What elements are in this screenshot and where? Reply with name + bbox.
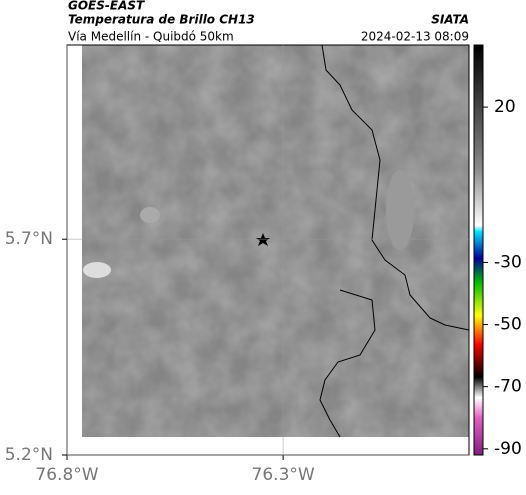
image-texture — [82, 45, 469, 437]
colorbar-tick-label: -90 — [494, 439, 522, 459]
colorbar-tick-label: -30 — [494, 252, 522, 272]
source: SIATA — [431, 13, 469, 27]
colorbar — [473, 44, 484, 456]
border — [319, 289, 376, 438]
colorbar-tick-label: -50 — [494, 315, 522, 335]
lat-tick-label: 5.7°N — [5, 229, 53, 249]
border — [321, 45, 469, 331]
region: Vía Medellín - Quibdó 50km — [68, 30, 234, 44]
subtitle: Temperatura de Brillo CH13 — [68, 13, 255, 27]
satellite-image — [82, 45, 469, 438]
lat-tick-label: 5.2°N — [5, 445, 53, 465]
colorbar-tick-label: 20 — [494, 97, 516, 117]
lon-tick-label: 76.3°W — [252, 465, 315, 485]
title: GOES-EAST — [68, 0, 145, 13]
bright-patch — [386, 170, 414, 250]
timestamp: 2024-02-13 08:09 — [361, 30, 469, 44]
colorbar-tick-label: -70 — [494, 377, 522, 397]
bright-patch — [83, 262, 111, 278]
bright-patch — [140, 207, 160, 223]
lon-tick-label: 76.8°W — [35, 465, 98, 485]
